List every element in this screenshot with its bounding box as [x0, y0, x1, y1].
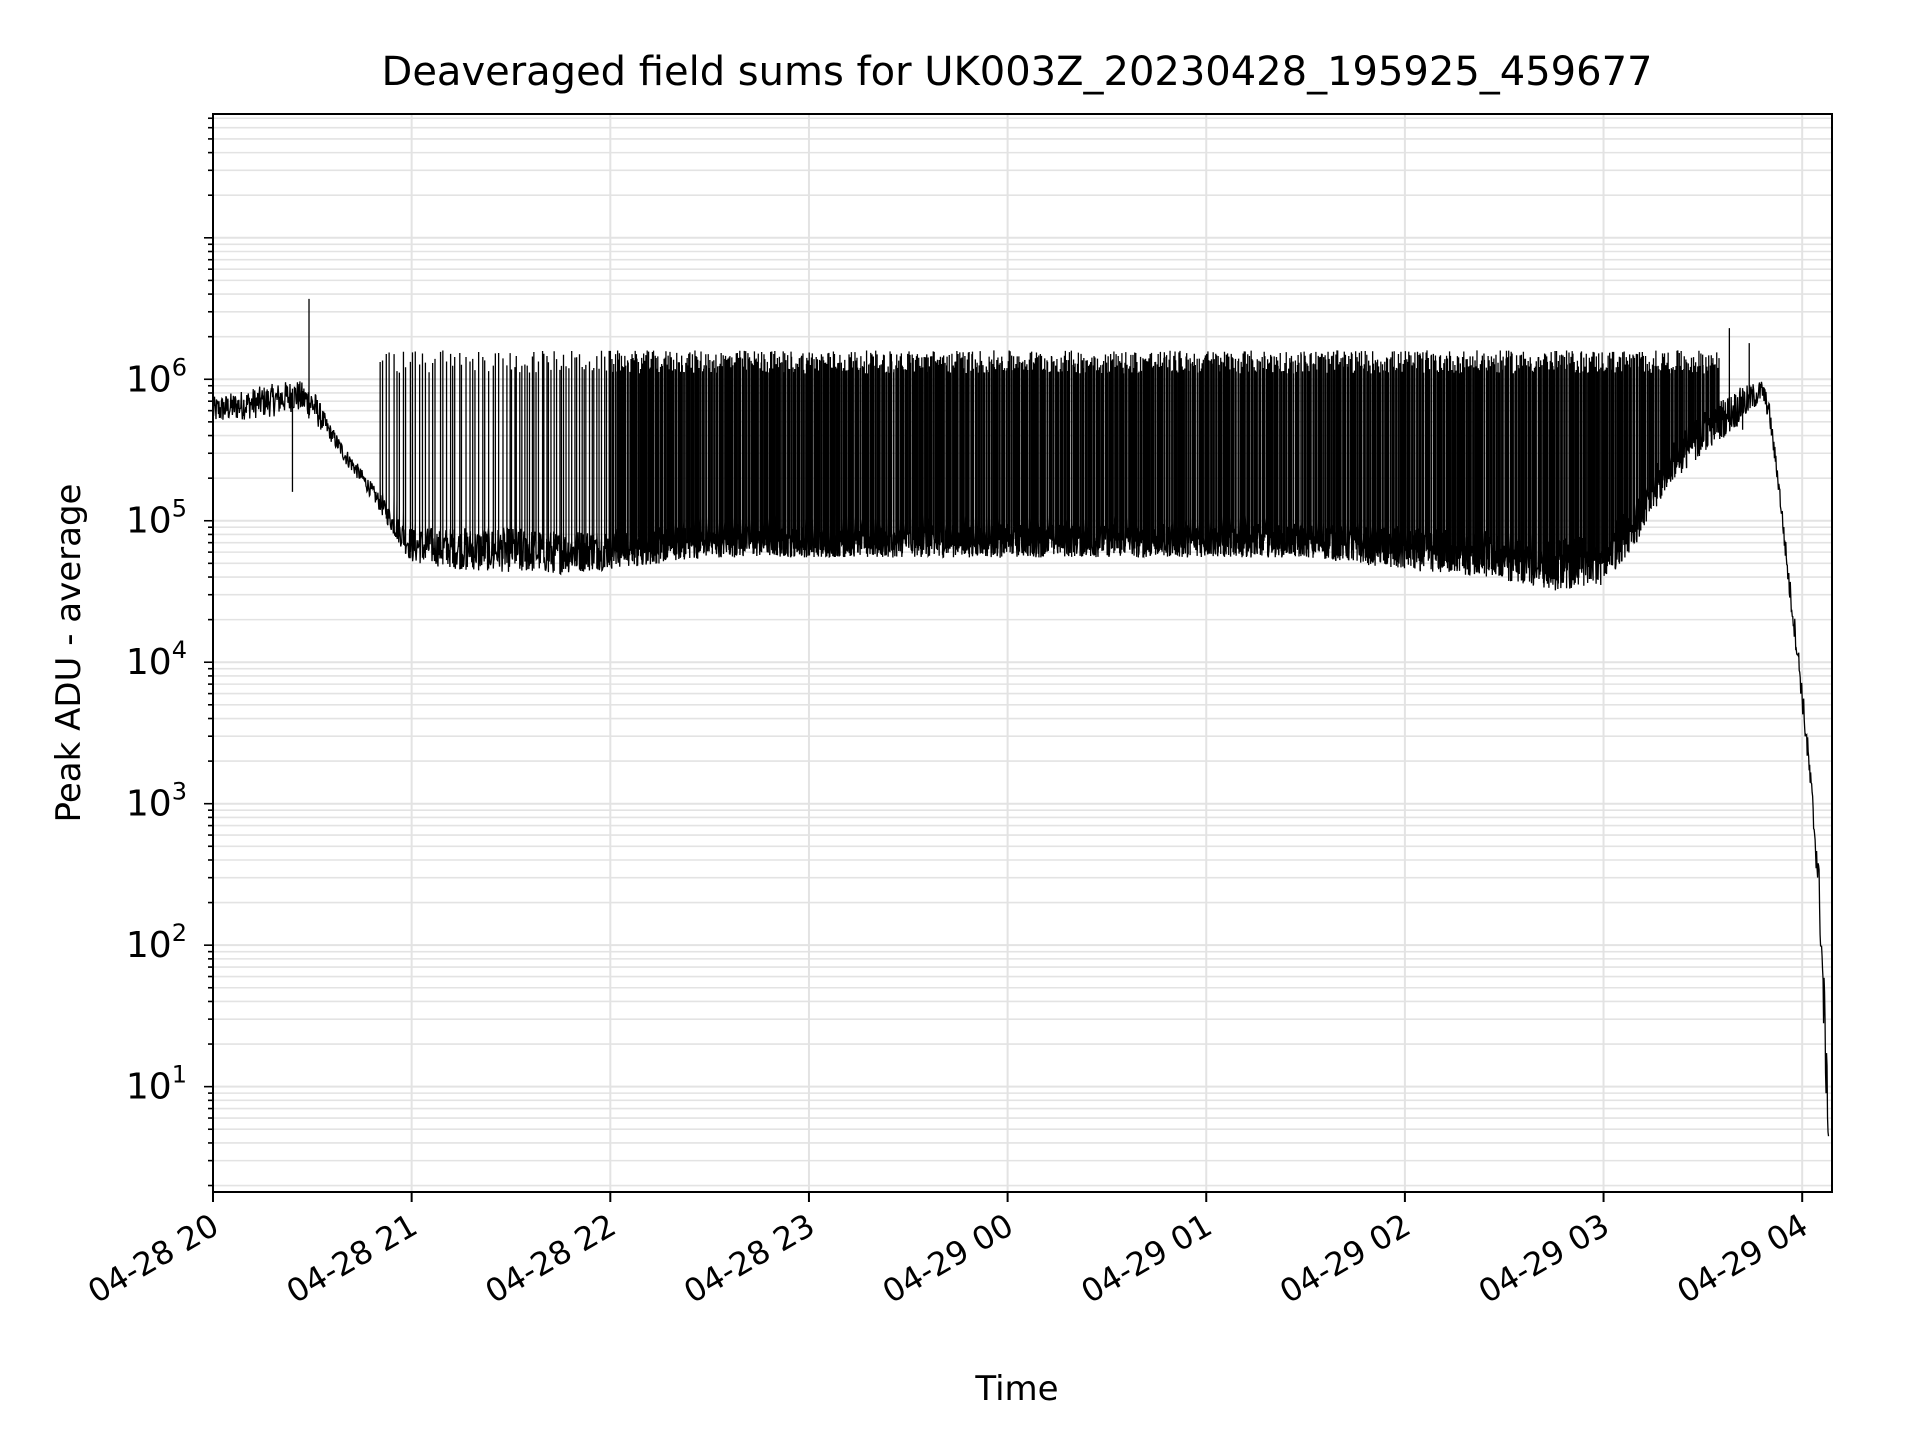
y-tick-exponent: 1	[172, 1061, 187, 1089]
plot-frame	[212, 113, 1833, 1193]
y-tick-exponent: 3	[172, 778, 187, 806]
y-tick-base: 10	[126, 359, 172, 400]
y-tick-base: 10	[126, 642, 172, 683]
y-tick-label: 101	[126, 1061, 187, 1108]
y-tick-label: 106	[126, 353, 187, 400]
series-line	[212, 298, 1830, 1137]
y-tick-label: 103	[126, 778, 187, 825]
y-tick-exponent: 5	[172, 495, 187, 523]
y-tick-exponent: 6	[172, 353, 187, 381]
y-tick-exponent: 2	[172, 919, 187, 947]
y-tick-base: 10	[126, 501, 172, 542]
x-axis-label: Time	[974, 1369, 1058, 1409]
y-tick-base: 10	[126, 1067, 172, 1108]
chart-title: Deaveraged field sums for UK003Z_2023042…	[382, 49, 1653, 95]
y-tick-label: 102	[126, 919, 187, 966]
data-layer	[212, 298, 1830, 1137]
y-tick-label: 104	[126, 636, 187, 683]
y-axis-label: Peak ADU - average	[49, 484, 89, 823]
y-tick-base: 10	[126, 784, 172, 825]
y-tick-base: 10	[126, 925, 172, 966]
y-tick-exponent: 4	[172, 636, 187, 664]
y-tick-label: 105	[126, 495, 187, 542]
